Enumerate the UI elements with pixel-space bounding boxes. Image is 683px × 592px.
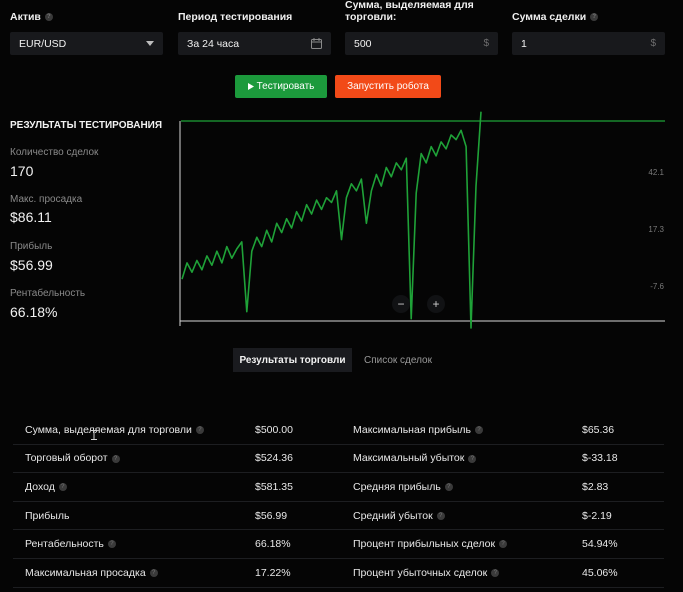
help-icon[interactable]: ? xyxy=(58,483,67,492)
profit-label: Прибыль xyxy=(10,241,53,252)
dollar-icon: $ xyxy=(483,38,489,49)
amount-input[interactable]: 500 $ xyxy=(345,32,498,55)
amount-input-value: 500 xyxy=(354,37,372,50)
trade-sum-label: Сумма сделки? xyxy=(512,11,599,23)
help-icon[interactable]: ? xyxy=(444,483,453,492)
zoom-in-button[interactable]: + xyxy=(427,295,445,313)
dollar-icon: $ xyxy=(650,38,656,49)
table-row: Доход? $581.35 Средняя прибыль? $2.83 xyxy=(13,472,664,502)
asset-select[interactable]: EUR/USD xyxy=(10,32,163,55)
amount-label-line2: торговли: xyxy=(345,11,397,23)
y-tick-label: -7.6 xyxy=(650,282,664,291)
trade-sum-input-value: 1 xyxy=(521,37,527,50)
row-value: $524.36 xyxy=(255,444,353,474)
equity-series-line xyxy=(181,111,482,329)
tab-trading-results[interactable]: Результаты торговли xyxy=(233,348,352,372)
results-title: РЕЗУЛЬТАТЫ ТЕСТИРОВАНИЯ xyxy=(10,120,163,131)
help-icon[interactable]: ? xyxy=(111,454,120,463)
row-label: Максимальная прибыль xyxy=(353,423,471,436)
play-icon xyxy=(247,83,254,90)
help-icon[interactable]: ? xyxy=(590,13,599,22)
y-tick-label: 42.1 xyxy=(648,168,664,177)
period-field-value: За 24 часа xyxy=(187,37,240,50)
row-label: Процент убыточных сделок xyxy=(353,566,488,579)
trades-count-label: Количество сделок xyxy=(10,147,99,158)
help-icon[interactable]: ? xyxy=(474,426,483,435)
table-row: Торговый оборот? $524.36 Максимальный уб… xyxy=(13,444,664,474)
row-value: $2.83 xyxy=(582,472,664,502)
row-value: 54.94% xyxy=(582,529,664,559)
roi-label: Рентабельность xyxy=(10,288,86,299)
table-row: Прибыль $56.99 Средний убыток? $-2.19 xyxy=(13,501,664,531)
minus-icon: − xyxy=(397,297,404,311)
equity-chart[interactable]: 42.1 17.3 -7.6 − + xyxy=(0,0,683,340)
row-label: Доход xyxy=(25,480,55,493)
row-value: 17.22% xyxy=(255,558,353,588)
row-label: Средний убыток xyxy=(353,509,433,522)
row-label: Сумма, выделяемая для торговли xyxy=(25,423,192,436)
plus-icon: + xyxy=(432,297,439,311)
run-robot-button-label: Запустить робота xyxy=(347,81,429,92)
row-value: $581.35 xyxy=(255,472,353,502)
period-label: Период тестирования xyxy=(178,11,293,23)
text-cursor-icon xyxy=(91,430,97,440)
help-icon[interactable]: ? xyxy=(195,426,204,435)
calendar-icon xyxy=(311,38,322,49)
row-value: $-33.18 xyxy=(582,444,664,474)
help-icon[interactable]: ? xyxy=(468,454,477,463)
run-robot-button[interactable]: Запустить робота xyxy=(335,75,441,98)
table-row: Сумма, выделяемая для торговли? $500.00 … xyxy=(13,416,664,445)
chevron-down-icon xyxy=(146,41,154,46)
tab-deals-list[interactable]: Список сделок xyxy=(364,354,432,366)
y-tick-label: 17.3 xyxy=(648,225,664,234)
row-value: $500.00 xyxy=(255,416,353,445)
help-icon[interactable]: ? xyxy=(491,568,500,577)
roi-value: 66.18% xyxy=(10,304,58,320)
row-label: Рентабельность xyxy=(25,538,104,551)
period-field[interactable]: За 24 часа xyxy=(178,32,331,55)
row-label: Процент прибыльных сделок xyxy=(353,538,496,551)
test-button[interactable]: Тестировать xyxy=(235,75,327,98)
test-button-label: Тестировать xyxy=(256,81,315,92)
max-drawdown-label: Макс. просадка xyxy=(10,194,83,205)
help-icon[interactable]: ? xyxy=(107,540,116,549)
trades-count-value: 170 xyxy=(10,163,34,179)
row-label: Максимальный убыток xyxy=(353,452,465,465)
amount-label: Сумма, выделяемая для торговли: xyxy=(345,0,474,23)
zoom-out-button[interactable]: − xyxy=(392,295,410,313)
row-label: Прибыль xyxy=(25,509,70,522)
table-row: Максимальная просадка? 17.22% Процент уб… xyxy=(13,558,664,588)
help-icon[interactable]: ? xyxy=(149,568,158,577)
row-value: $-2.19 xyxy=(582,501,664,531)
row-value: $65.36 xyxy=(582,416,664,445)
profit-value: $56.99 xyxy=(10,257,53,273)
asset-select-value: EUR/USD xyxy=(19,37,67,50)
row-value: $56.99 xyxy=(255,501,353,531)
trade-sum-input[interactable]: 1 $ xyxy=(512,32,665,55)
row-value: 66.18% xyxy=(255,529,353,559)
table-row: Рентабельность? 66.18% Процент прибыльны… xyxy=(13,529,664,559)
results-table: Сумма, выделяемая для торговли? $500.00 … xyxy=(13,416,664,588)
row-value: 45.06% xyxy=(582,558,664,588)
row-label: Торговый оборот xyxy=(25,452,108,465)
asset-label: Актив? xyxy=(10,11,53,23)
max-drawdown-value: $86.11 xyxy=(10,209,52,225)
help-icon[interactable]: ? xyxy=(436,511,445,520)
amount-label-line1: Сумма, выделяемая для xyxy=(345,0,474,11)
row-label: Максимальная просадка xyxy=(25,566,146,579)
row-label: Средняя прибыль xyxy=(353,480,441,493)
help-icon[interactable]: ? xyxy=(44,13,53,22)
help-icon[interactable]: ? xyxy=(499,540,508,549)
